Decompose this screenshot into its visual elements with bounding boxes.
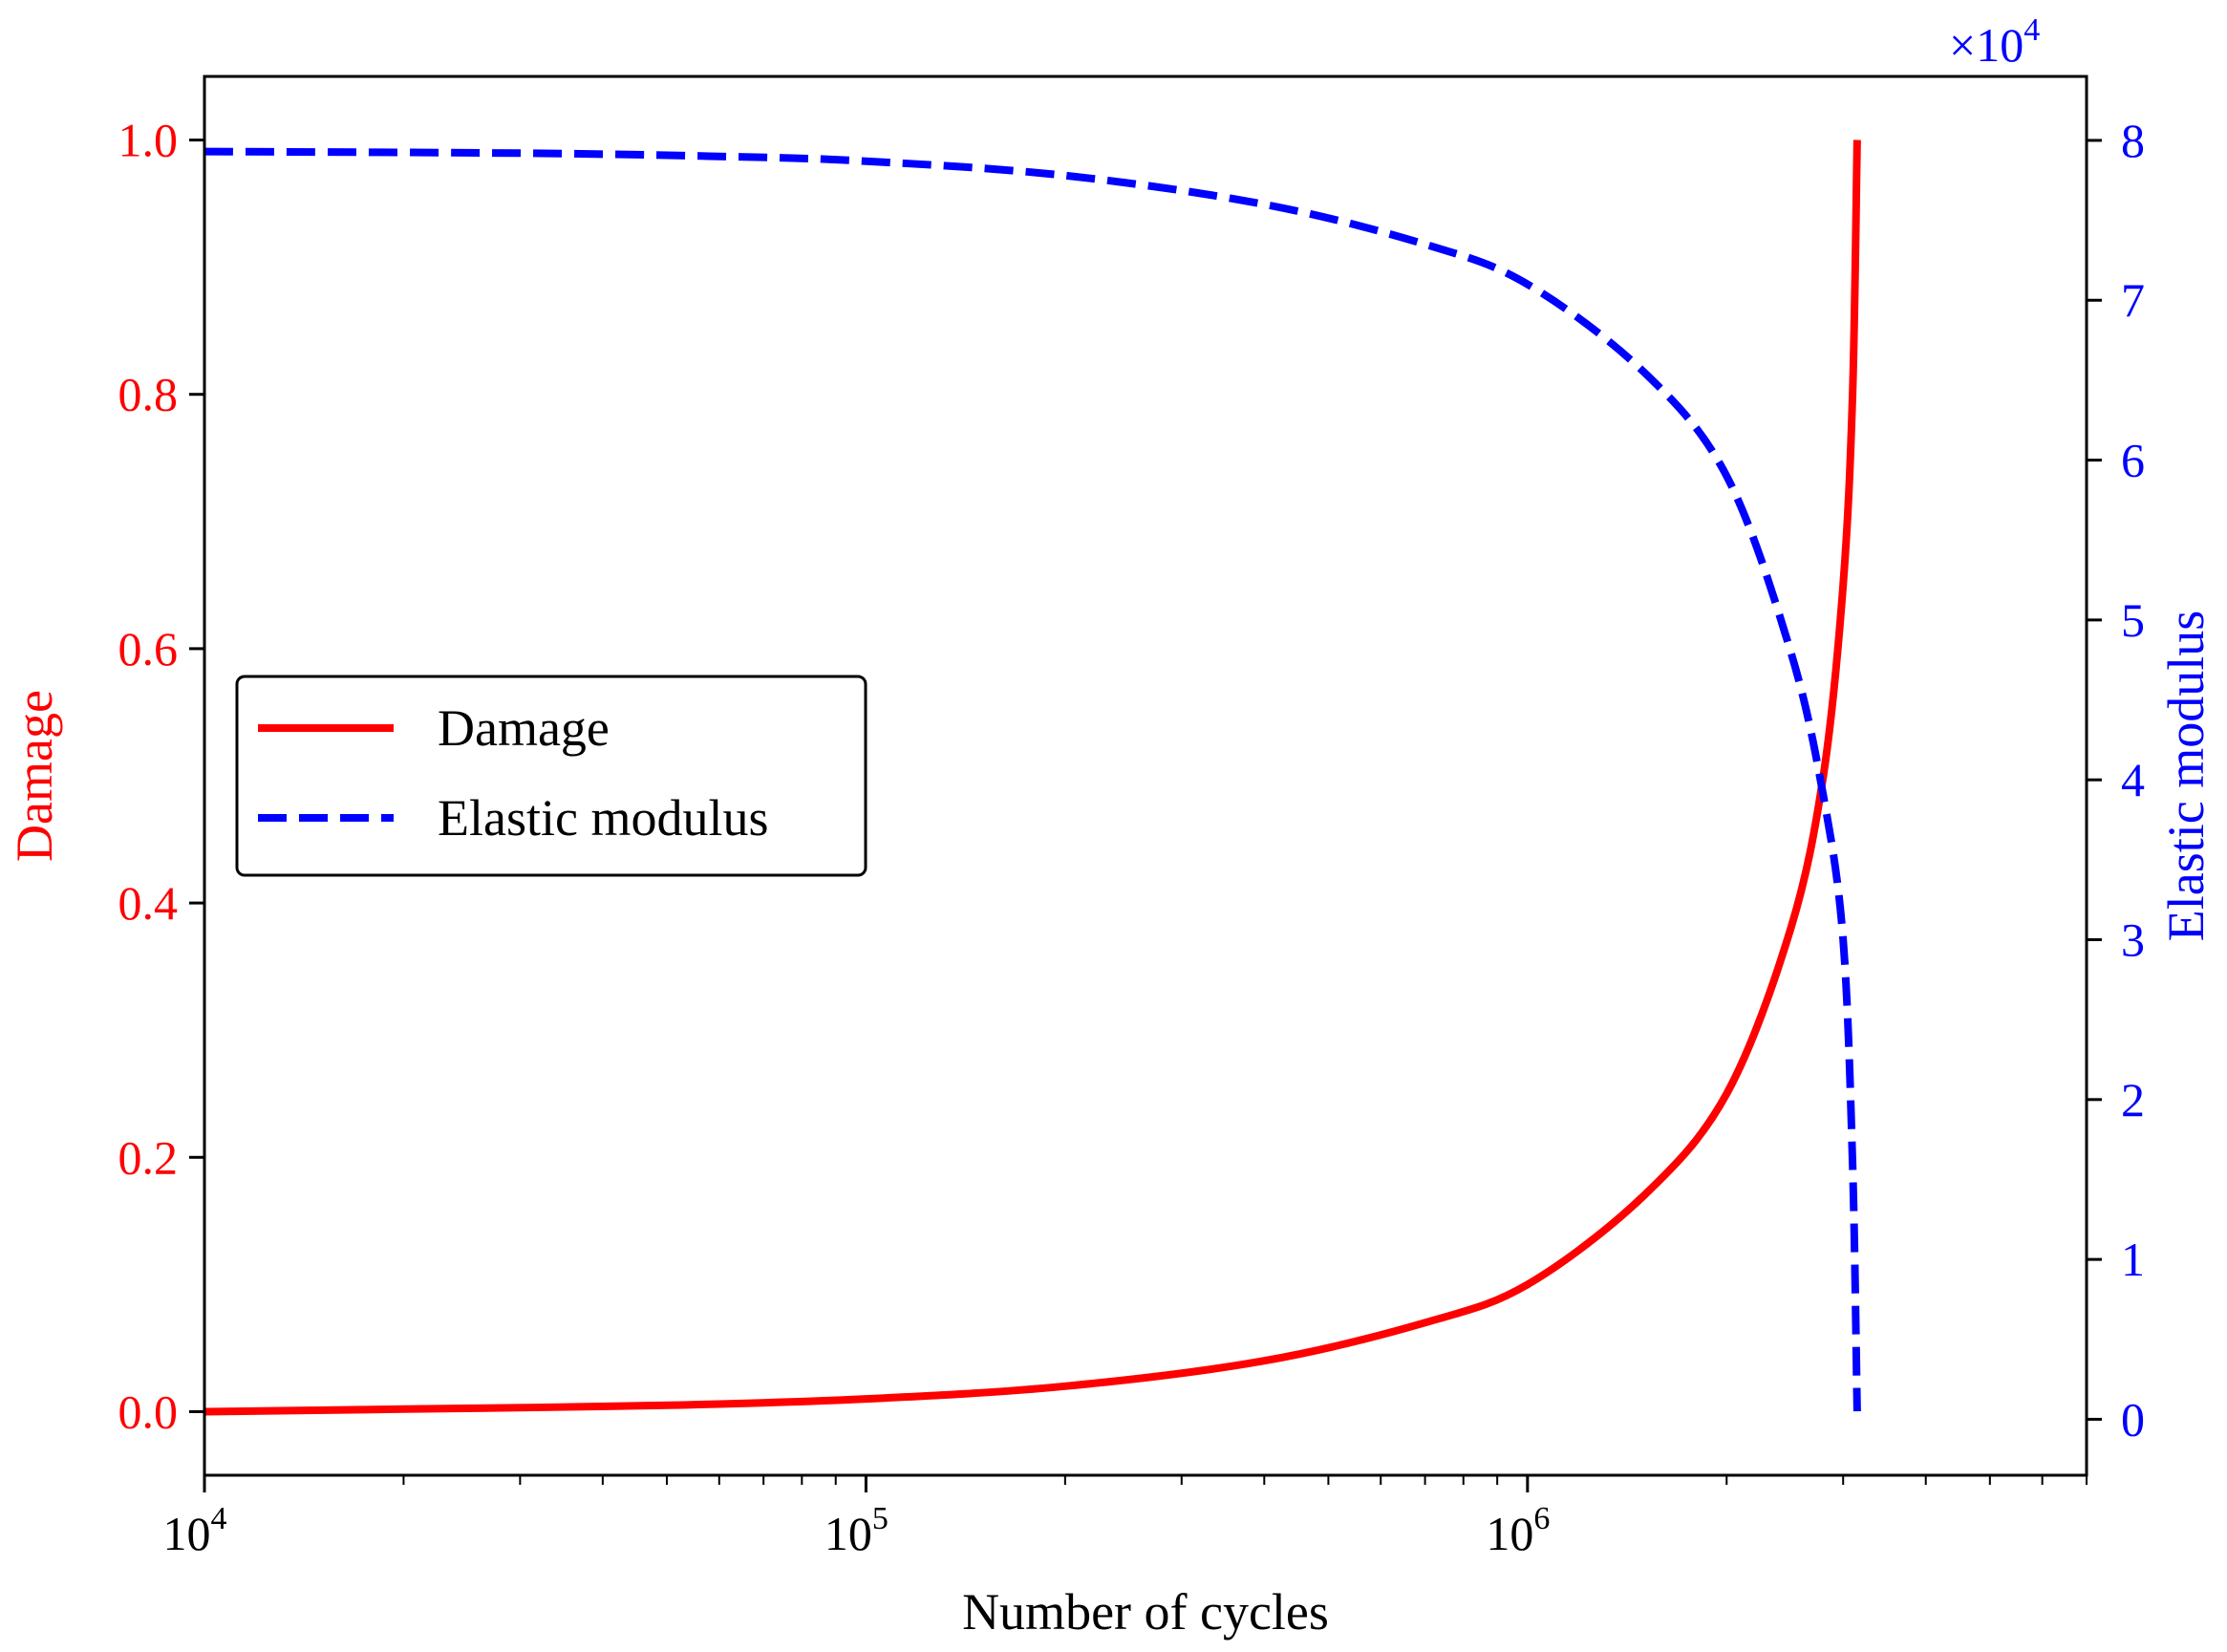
left-y-axis-title: Damage bbox=[6, 690, 63, 862]
right-y-tick-label: 7 bbox=[2121, 273, 2145, 327]
right-axis-multiplier-exponent: 4 bbox=[2024, 12, 2040, 48]
right-y-axis-title: Elastic modulus bbox=[2157, 611, 2215, 941]
x-tick-label: 106 bbox=[1486, 1501, 1550, 1560]
right-y-tick-label: 5 bbox=[2121, 593, 2145, 647]
right-y-tick-label: 6 bbox=[2121, 434, 2145, 487]
left-y-tick-label: 0.2 bbox=[118, 1130, 179, 1184]
x-tick-label-exponent: 5 bbox=[872, 1501, 889, 1536]
left-y-tick-label: 0.6 bbox=[118, 622, 179, 676]
right-y-tick-label: 4 bbox=[2121, 753, 2145, 806]
x-tick-label-exponent: 4 bbox=[211, 1501, 227, 1536]
plot-frame bbox=[203, 75, 2088, 1477]
right-y-tick-label: 8 bbox=[2121, 114, 2145, 167]
right-y-tick-label: 2 bbox=[2121, 1073, 2145, 1126]
x-tick-label-base: 10 bbox=[824, 1507, 872, 1560]
right-axis-multiplier: ×104 bbox=[1949, 12, 2040, 72]
right-y-tick-label: 3 bbox=[2121, 912, 2145, 966]
left-y-tick-label: 0.8 bbox=[118, 368, 179, 421]
left-y-tick-label: 0.4 bbox=[118, 876, 179, 930]
legend: Damage Elastic modulus bbox=[235, 675, 867, 877]
right-y-tick-label: 0 bbox=[2121, 1392, 2145, 1446]
x-tick-label: 104 bbox=[163, 1501, 227, 1560]
left-y-tick-label: 1.0 bbox=[118, 114, 179, 167]
x-axis-title: Number of cycles bbox=[962, 1583, 1329, 1641]
legend-label-elastic-modulus: Elastic modulus bbox=[438, 789, 768, 847]
x-tick-label-base: 10 bbox=[1486, 1507, 1533, 1560]
right-y-tick-label: 1 bbox=[2121, 1233, 2145, 1286]
series-line-elastic-modulus bbox=[203, 147, 1861, 1412]
series-line-damage bbox=[203, 139, 1861, 1416]
legend-label-damage: Damage bbox=[438, 699, 610, 757]
left-y-tick-label: 0.0 bbox=[118, 1384, 179, 1438]
x-tick-label-exponent: 6 bbox=[1533, 1501, 1550, 1536]
legend-box bbox=[235, 675, 867, 877]
x-tick-label-base: 10 bbox=[163, 1507, 211, 1560]
x-tick-label: 105 bbox=[824, 1501, 889, 1560]
